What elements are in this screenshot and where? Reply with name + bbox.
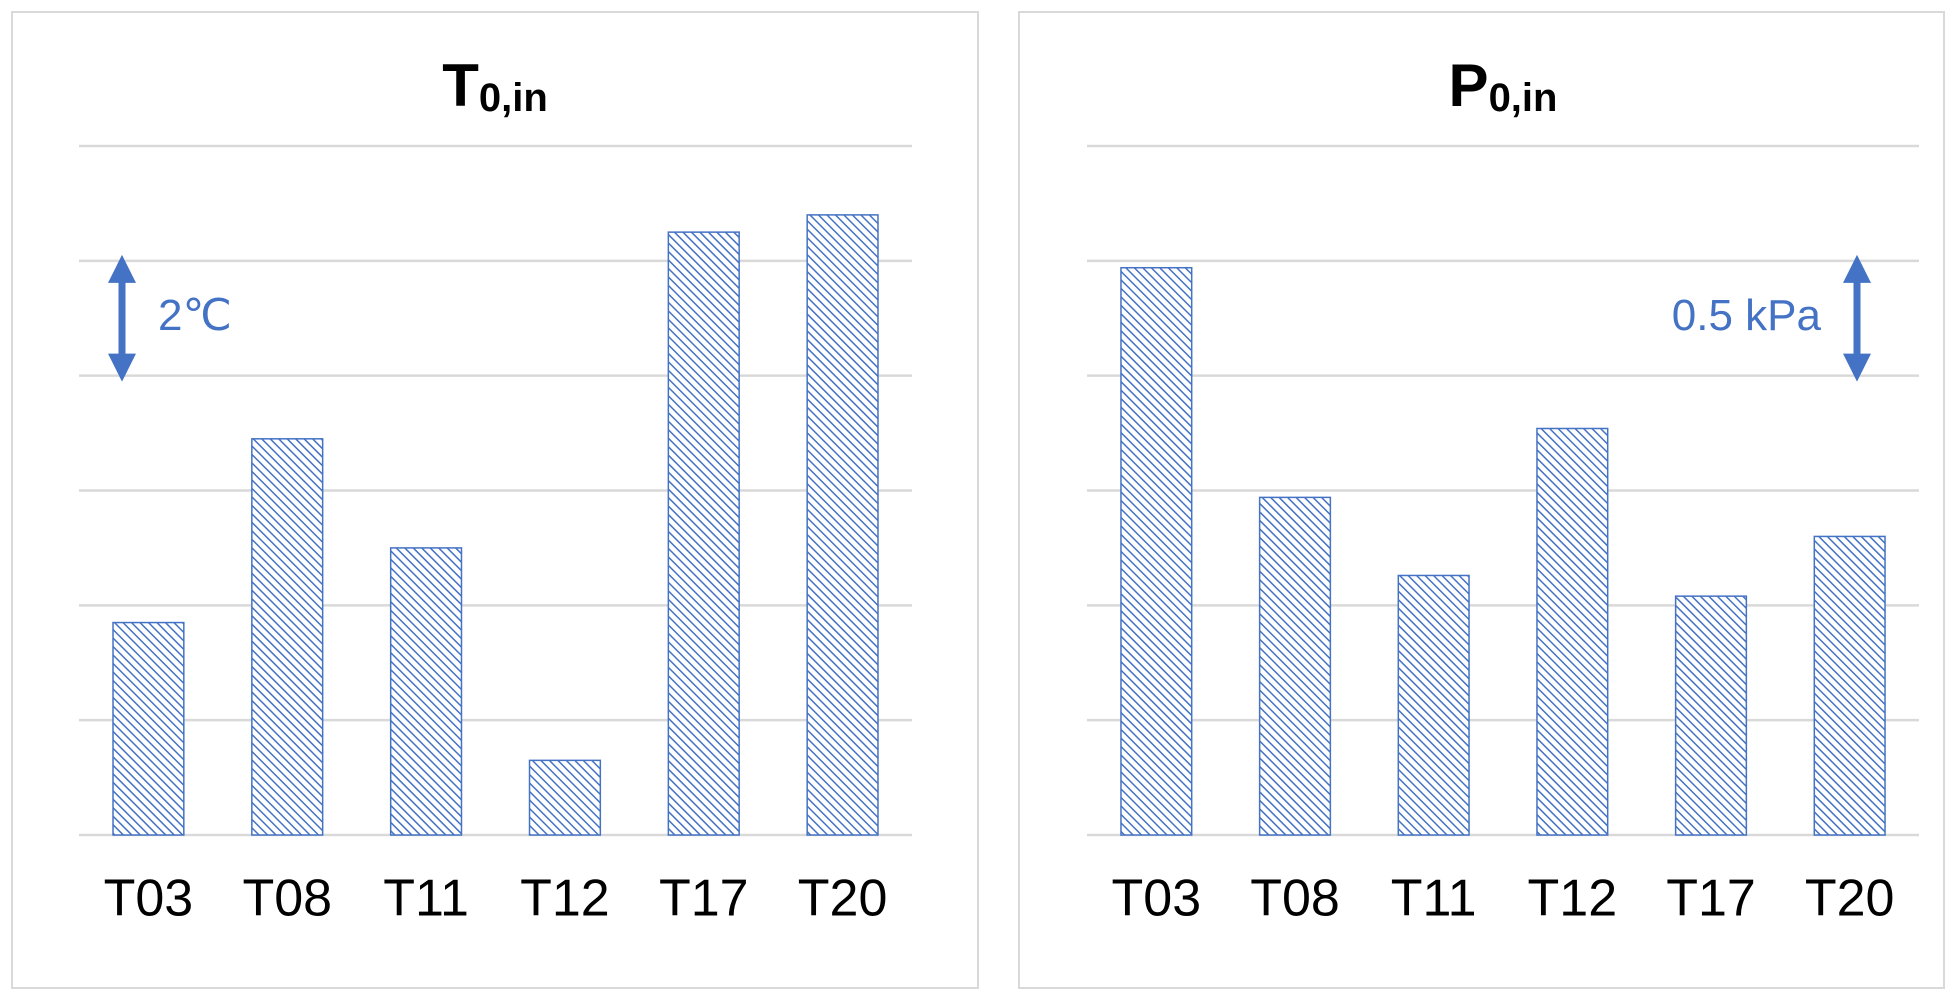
- x-tick-label: T08: [1250, 870, 1340, 928]
- bar: [1120, 266, 1193, 836]
- chart-title: T0,in: [442, 52, 548, 120]
- bar: [1397, 574, 1470, 836]
- x-tick-label: T20: [798, 870, 888, 928]
- x-tick-label: T11: [1391, 870, 1477, 928]
- x-tick-label: T17: [659, 870, 749, 928]
- x-tick-label: T17: [1666, 870, 1756, 928]
- x-tick-label: T20: [1805, 870, 1895, 928]
- bar: [1258, 496, 1332, 836]
- x-tick-label: T12: [520, 870, 610, 928]
- x-tick-label: T03: [1112, 870, 1202, 928]
- bar: [806, 214, 879, 836]
- scale-annotation: 0.5 kPa: [1672, 291, 1822, 340]
- bar: [667, 231, 740, 836]
- chart-title: P0,in: [1449, 52, 1558, 120]
- x-tick-label: T08: [242, 870, 332, 928]
- bar: [1674, 595, 1748, 836]
- x-tick-label: T03: [104, 870, 194, 928]
- bar: [112, 621, 185, 836]
- x-tick-label: T12: [1528, 870, 1618, 928]
- scale-annotation: 2℃: [158, 291, 232, 340]
- title-sub: 0,in: [1489, 76, 1558, 120]
- bar: [389, 547, 463, 836]
- bar: [251, 438, 324, 836]
- bar: [528, 759, 602, 836]
- bar: [1813, 535, 1886, 836]
- title-main: T: [442, 52, 479, 119]
- bar: [1536, 427, 1609, 836]
- x-tick-label: T11: [383, 870, 469, 928]
- title-sub: 0,in: [479, 76, 548, 120]
- title-main: P: [1449, 52, 1489, 119]
